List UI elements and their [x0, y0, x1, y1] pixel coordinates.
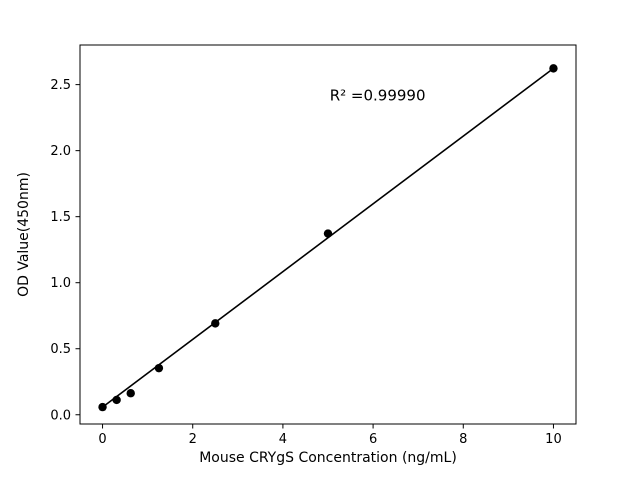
- x-tick-label: 2: [189, 432, 197, 447]
- x-tick-label: 4: [279, 432, 287, 447]
- x-tick-label: 10: [545, 432, 562, 447]
- x-tick-label: 0: [98, 432, 106, 447]
- data-point: [154, 363, 164, 373]
- y-tick-label: 1.5: [50, 210, 71, 225]
- y-tick-label: 0.0: [50, 408, 71, 423]
- data-point: [211, 319, 220, 328]
- r-squared-annotation: R² =0.99990: [330, 86, 426, 104]
- x-tick-label: 6: [369, 432, 377, 447]
- data-point: [323, 229, 333, 238]
- y-tick-label: 0.5: [50, 342, 71, 357]
- y-axis-label: OD Value(450nm): [16, 172, 32, 297]
- y-tick-label: 2.5: [50, 78, 71, 93]
- data-point: [549, 64, 558, 73]
- y-tick-label: 1.0: [50, 276, 71, 291]
- x-axis-label: Mouse CRYgS Concentration (ng/mL): [199, 450, 457, 466]
- data-point: [126, 389, 135, 398]
- data-point: [112, 395, 121, 405]
- x-tick-label: 8: [459, 432, 467, 447]
- data-point: [98, 402, 107, 412]
- y-tick-label: 2.0: [50, 144, 71, 159]
- plot-frame: [79, 44, 577, 425]
